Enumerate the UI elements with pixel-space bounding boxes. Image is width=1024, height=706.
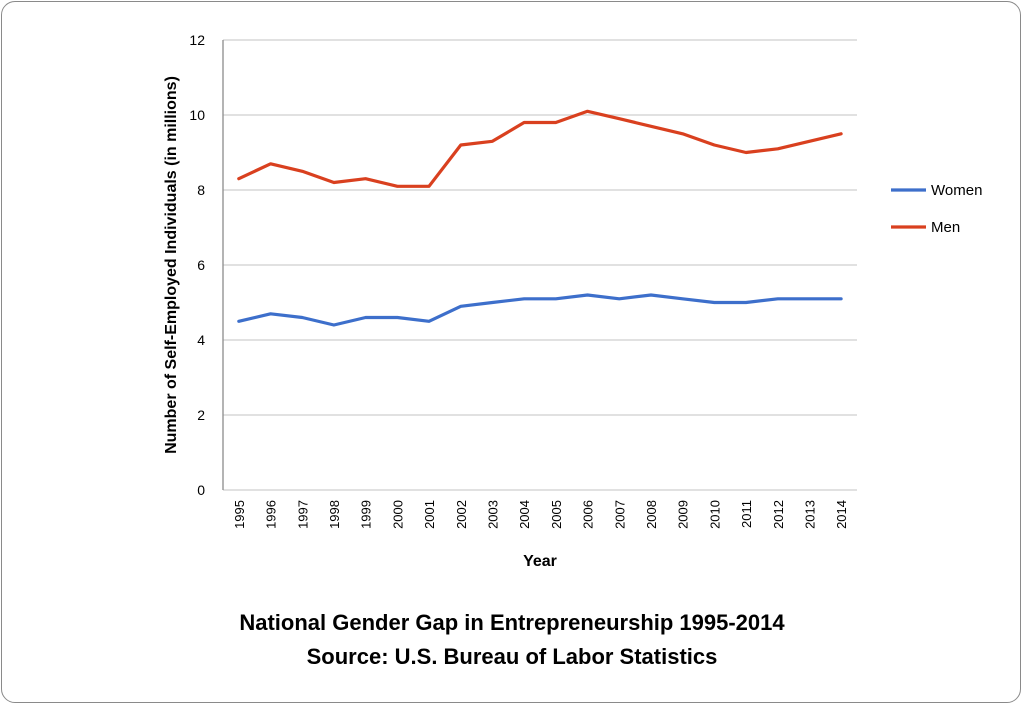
gridlines [222,39,857,491]
y-tick-label: 2 [197,407,205,423]
series-line-men [237,109,843,188]
x-tick-label: 1999 [359,500,374,529]
y-tick-label: 8 [197,182,205,198]
y-tick-labels: 0 2 4 6 8 10 12 [189,32,205,498]
y-tick-label: 6 [197,257,205,273]
x-tick-label: 1998 [327,500,342,529]
chart-source: Source: U.S. Bureau of Labor Statistics [306,644,718,669]
x-tick-label: 1995 [232,500,247,529]
x-tick-label: 2000 [390,500,405,529]
x-tick-label: 2009 [676,500,691,529]
x-tick-label: 2013 [802,500,817,529]
x-tick-label: 2003 [485,500,500,529]
x-tick-label: 2012 [771,500,786,529]
y-tick-label: 0 [197,482,205,498]
x-tick-label: 2010 [707,500,722,529]
x-tick-label: 2014 [834,500,849,529]
chart-title: National Gender Gap in Entrepreneurship … [239,610,785,635]
y-tick-label: 12 [189,32,205,48]
x-tick-label: 2004 [517,500,532,529]
y-tick-label: 4 [197,332,205,348]
x-tick-labels: 1995 1996 1997 1998 1999 2000 2001 2002 2003 2004… [232,500,849,529]
x-tick-label: 2007 [612,500,627,529]
chart-caption: National Gender Gap in Entrepreneurship … [0,606,1024,674]
y-axis-title: Number of Self-Employed Individuals (in … [163,76,180,454]
x-tick-label: 1996 [264,500,279,529]
x-tick-label: 2011 [739,500,754,528]
legend-label: Men [931,219,960,236]
x-tick-label: 2006 [581,500,596,529]
series-lines [237,109,843,327]
x-tick-label: 2005 [549,500,564,529]
series-line-women [237,293,843,327]
legend-label: Women [931,182,982,199]
x-axis-title: Year [523,553,557,570]
legend: Women Men [891,182,982,236]
x-tick-label: 2002 [454,500,469,529]
y-tick-label: 10 [189,107,205,123]
x-tick-label: 2008 [644,500,659,529]
x-tick-label: 1997 [295,500,310,529]
x-tick-label: 2001 [422,500,437,529]
line-chart: 0 2 4 6 8 10 12 1995 1996 1997 1998 1999 2000 2001 20… [163,32,982,570]
